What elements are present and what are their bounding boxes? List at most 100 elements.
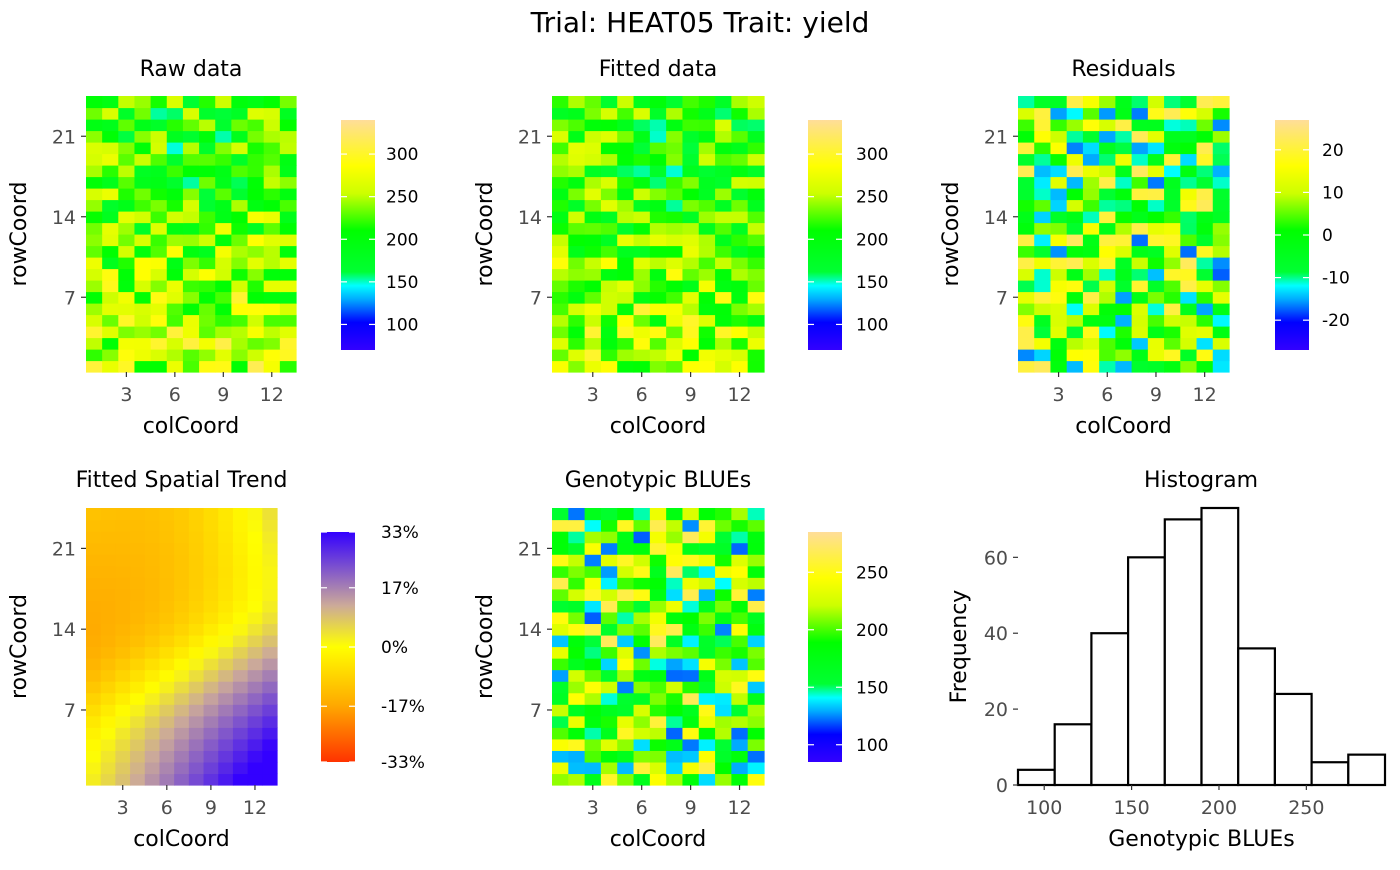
heatmap-cell (747, 303, 765, 316)
heatmap-cell (600, 280, 618, 293)
legend-tick-label: 100 (856, 736, 888, 756)
heatmap-cell (715, 303, 732, 316)
heatmap-cell (263, 176, 281, 189)
heatmap-cell (715, 119, 732, 132)
legend-tick-label: 20 (1322, 141, 1344, 161)
heatmap-cell (600, 554, 618, 567)
heatmap-cell (715, 761, 732, 775)
heatmap-cell (731, 188, 749, 201)
heatmap-cell (1115, 314, 1133, 327)
heatmap-cell (698, 727, 716, 740)
heatmap-cell (1034, 314, 1052, 327)
heatmap-cell (617, 107, 635, 120)
heatmap-cell (666, 222, 684, 235)
heatmap-cell (1066, 280, 1084, 293)
heatmap-cell (159, 611, 175, 625)
heatmap-cell (86, 508, 102, 521)
heatmap-cell (633, 750, 651, 763)
heatmap-cell (715, 738, 732, 751)
heatmap-cell (633, 634, 651, 648)
heatmap-cell (215, 349, 232, 362)
heatmap-cell (584, 761, 602, 775)
heatmap-cell (731, 360, 749, 373)
heatmap-cell (682, 646, 700, 659)
heatmap-cell (1034, 337, 1052, 350)
heatmap-cell (666, 669, 684, 682)
heatmap-cell (1082, 291, 1100, 304)
heatmap-cell (203, 750, 219, 763)
heatmap-cell (633, 268, 651, 281)
heatmap-cell (1082, 188, 1100, 201)
heatmap-cell (600, 727, 618, 740)
heatmap-cell (218, 588, 234, 601)
heatmap-cell (174, 669, 190, 682)
heatmap-cell (100, 600, 116, 613)
heatmap-cell (698, 508, 716, 521)
heatmap-cell (144, 508, 161, 521)
heatmap-cell (231, 314, 249, 327)
heatmap-cell (731, 646, 749, 659)
heatmap-cell (215, 211, 232, 224)
heatmap-cell (150, 360, 168, 373)
heatmap-cell (1147, 107, 1165, 120)
heatmap-cell (617, 211, 635, 224)
heatmap-cell (199, 337, 216, 350)
heatmap-cell (698, 326, 716, 339)
heatmap-cell (682, 211, 700, 224)
heatmap-cell (633, 658, 651, 671)
heatmap-cell (1131, 291, 1149, 304)
heatmap-cell (633, 107, 651, 120)
heatmap-cell (1147, 257, 1165, 270)
y-tick-label: 14 (52, 619, 76, 641)
heatmap-cell (682, 188, 700, 201)
heatmap-cell (600, 611, 618, 625)
heatmap-cell (600, 577, 618, 590)
heatmap-cell (102, 188, 119, 201)
heatmap-cell (568, 681, 586, 694)
heatmap-cell (166, 153, 184, 166)
legend-tick-label: -17% (381, 697, 425, 717)
heatmap-cell (115, 669, 131, 682)
histogram-bar (1126, 556, 1166, 787)
heatmap-cell (232, 508, 249, 521)
heatmap-cell (215, 107, 232, 120)
heatmap-cell (166, 337, 184, 350)
y-tick-label: 40 (984, 623, 1008, 645)
heatmap-cell (698, 268, 716, 281)
heatmap-cell (568, 692, 586, 705)
heatmap-cell (682, 107, 700, 120)
heatmap-cell (263, 142, 281, 155)
histogram-bar (1200, 506, 1240, 787)
heatmap-cell (118, 245, 136, 258)
heatmap-cell (199, 245, 216, 258)
heatmap-cell (552, 611, 569, 625)
heatmap-cell (747, 130, 765, 143)
heatmap-cell (1115, 199, 1133, 212)
heatmap-cell (731, 692, 749, 705)
heatmap-cell (617, 681, 635, 694)
heatmap-cell (247, 176, 265, 189)
heatmap-cell (262, 508, 278, 521)
heatmap-cell (568, 750, 586, 763)
heatmap-cell (1050, 326, 1068, 339)
heatmap-cell (1115, 245, 1133, 258)
heatmap-cell (1164, 130, 1181, 143)
heatmap-cell (568, 588, 586, 601)
heatmap-cell (115, 508, 131, 521)
heatmap-cell (182, 222, 200, 235)
heatmap-cell (1147, 349, 1165, 362)
heatmap-cell (1131, 176, 1149, 189)
heatmap-cell (1212, 268, 1230, 281)
heatmap-cell (698, 658, 716, 671)
heatmap-cell (182, 326, 200, 339)
heatmap-cell (102, 291, 119, 304)
x-tick-label: 250 (1288, 797, 1324, 819)
heatmap-cell (102, 303, 119, 316)
heatmap-cell (247, 153, 265, 166)
heatmap-cell (130, 669, 146, 682)
heatmap-cell (552, 257, 569, 270)
heatmap-cell (130, 692, 146, 705)
heatmap-cell (568, 188, 586, 201)
heatmap-cell (584, 337, 602, 350)
heatmap-cell (633, 280, 651, 293)
